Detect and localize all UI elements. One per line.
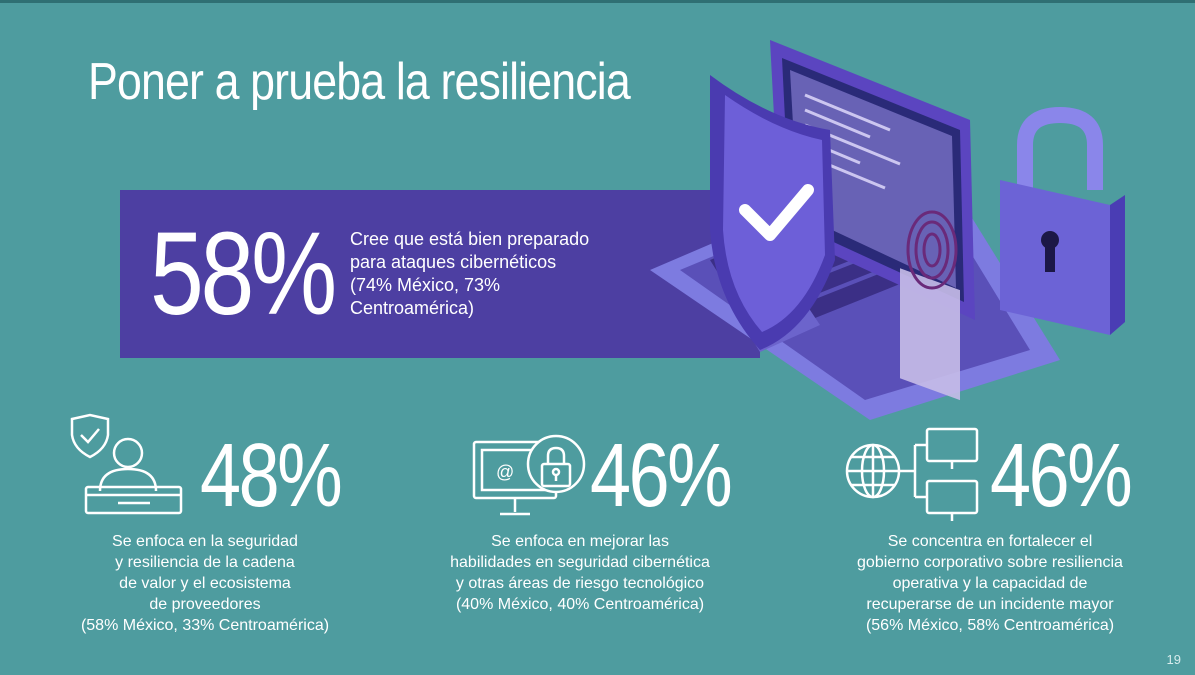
stat-description-governance: Se concentra en fortalecer el gobierno c… (800, 531, 1180, 636)
stat-line: recuperarse de un incidente mayor (866, 596, 1114, 613)
hero-line: para ataques cibernéticos (350, 252, 557, 272)
stat-line: gobierno corporativo sobre resiliencia (857, 554, 1123, 571)
shield-person-desk-icon (70, 413, 183, 515)
hero-band (120, 190, 760, 358)
slide-title: Poner a prueba la resiliencia (88, 53, 631, 111)
stat-line: Se enfoca en mejorar las (491, 533, 669, 550)
stat-line: y resiliencia de la cadena (115, 554, 295, 571)
hero-line: Cree que está bien preparado (350, 229, 590, 249)
top-divider (0, 0, 1195, 3)
stat-line: de valor y el ecosistema (119, 575, 291, 592)
hero-line: Centroamérica) (350, 298, 475, 318)
stat-description-supply-chain: Se enfoca en la seguridad y resiliencia … (40, 531, 370, 636)
padlock-icon (1000, 106, 1125, 335)
globe-network-icon (845, 427, 979, 521)
hero-percent: 58% (150, 208, 337, 340)
stat-line: operativa y la capacidad de (892, 575, 1088, 592)
stat-line: y otras áreas de riesgo tecnológico (455, 575, 705, 592)
stat-line: de proveedores (149, 596, 261, 613)
stat-percent-governance: 46% (990, 426, 1133, 526)
stat-percent-skills: 46% (590, 426, 733, 526)
stat-line: Se enfoca en la seguridad (112, 533, 298, 550)
shield-check-icon (710, 75, 835, 350)
hero-line: (74% México, 73% (350, 275, 501, 295)
stat-line: (58% México, 33% Centroamérica) (80, 617, 330, 634)
cybersecurity-illustration (650, 40, 1125, 420)
stat-percent-supply-chain: 48% (200, 426, 343, 526)
stat-description-skills: Se enfoca en mejorar las habilidades en … (400, 531, 760, 615)
monitor-email-lock-icon: @ (472, 434, 586, 516)
stat-line: habilidades en seguridad cibernética (450, 554, 710, 571)
stat-line: (40% México, 40% Centroamérica) (455, 596, 705, 613)
hero-description: Cree que está bien preparado para ataque… (350, 228, 690, 320)
stat-line: (56% México, 58% Centroamérica) (865, 617, 1115, 634)
stat-line: Se concentra en fortalecer el (887, 533, 1093, 550)
svg-text:@: @ (496, 462, 514, 482)
page-number: 19 (1166, 652, 1181, 667)
